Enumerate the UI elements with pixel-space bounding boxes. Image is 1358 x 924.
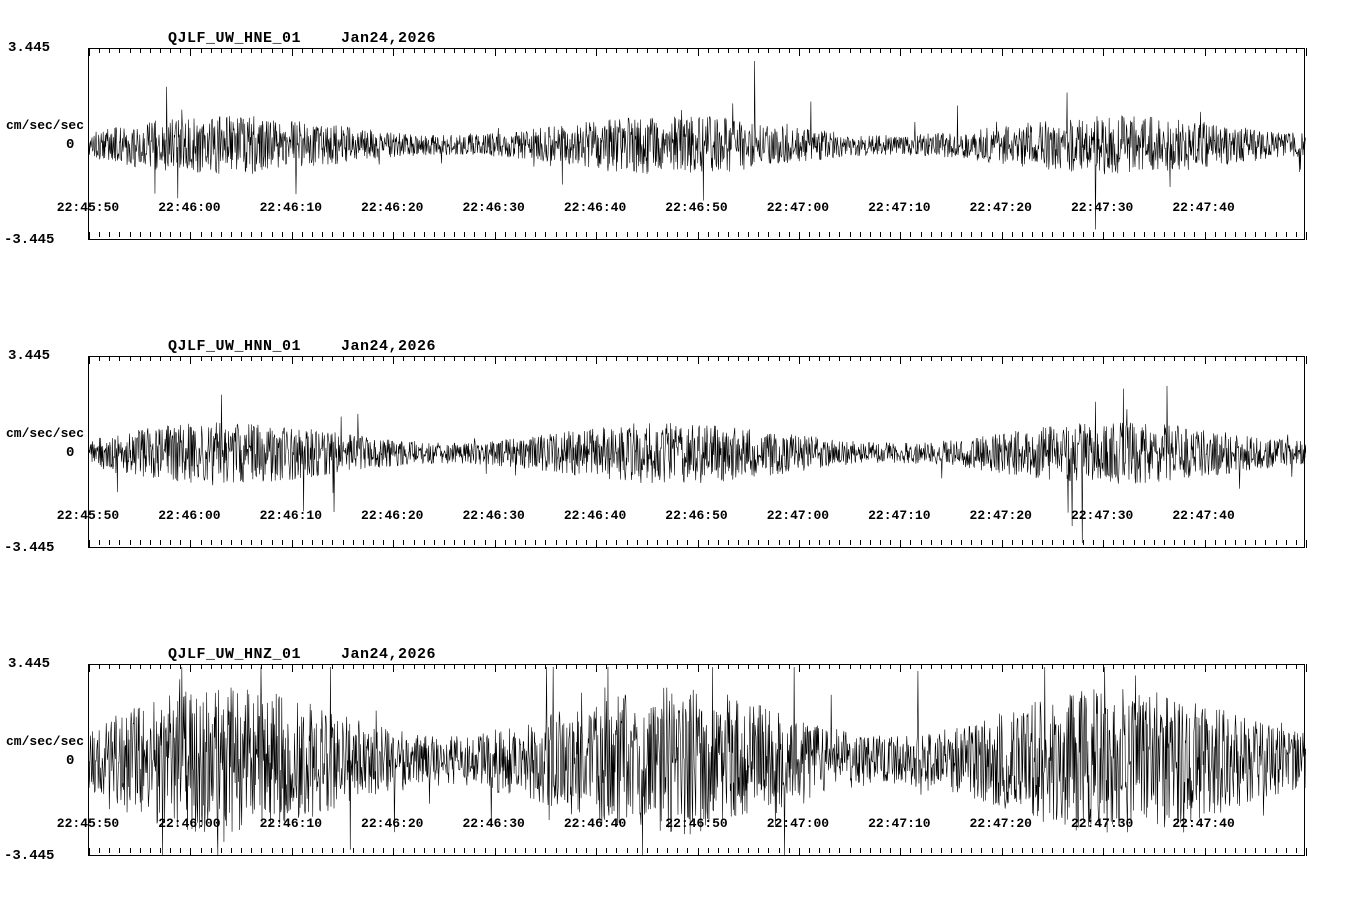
tick-mark xyxy=(1306,48,1307,56)
x-axis-tick-label-3-11: 22:47:40 xyxy=(1172,816,1234,831)
x-axis-tick-label-1-10: 22:47:30 xyxy=(1071,200,1133,215)
y-axis-unit-label-1: cm/sec/sec xyxy=(6,118,84,133)
tick-mark xyxy=(1306,664,1307,672)
x-axis-tick-label-3-7: 22:47:00 xyxy=(767,816,829,831)
station-code-1: QJLF_UW_HNE_01 xyxy=(168,30,301,47)
y-axis-zero-3: 0 xyxy=(66,753,74,769)
x-axis-tick-label-1-7: 22:47:00 xyxy=(767,200,829,215)
x-axis-tick-label-2-9: 22:47:20 xyxy=(970,508,1032,523)
y-axis-min-1: -3.445 xyxy=(4,232,54,248)
x-axis-labels-1: 22:45:50 22:46:00 22:46:10 22:46:20 22:46:30… xyxy=(88,200,1305,220)
y-axis-max-1: 3.445 xyxy=(8,40,50,56)
x-axis-labels-3: 22:45:50 22:46:00 22:46:10 22:46:20 22:46:30… xyxy=(88,816,1305,836)
y-axis-min-2: -3.445 xyxy=(4,540,54,556)
y-axis-min-3: -3.445 xyxy=(4,848,54,864)
x-axis-tick-label-3-1: 22:46:00 xyxy=(158,816,220,831)
station-code-3: QJLF_UW_HNZ_01 xyxy=(168,646,301,663)
panel-date-1: Jan24,2026 xyxy=(341,30,436,47)
x-axis-tick-label-1-0: 22:45:50 xyxy=(57,200,119,215)
y-axis-unit-label-2: cm/sec/sec xyxy=(6,426,84,441)
tick-mark xyxy=(1306,232,1307,240)
tick-mark xyxy=(1306,540,1307,548)
x-axis-tick-label-2-6: 22:46:50 xyxy=(665,508,727,523)
tick-mark xyxy=(1306,356,1307,364)
panel-title-1: QJLF_UW_HNE_01 Jan24,2026 xyxy=(168,30,436,47)
x-axis-tick-label-3-0: 22:45:50 xyxy=(57,816,119,831)
x-axis-tick-label-1-8: 22:47:10 xyxy=(868,200,930,215)
x-axis-labels-2: 22:45:50 22:46:00 22:46:10 22:46:20 22:46:30… xyxy=(88,508,1305,528)
x-axis-tick-label-1-9: 22:47:20 xyxy=(970,200,1032,215)
x-axis-tick-label-1-1: 22:46:00 xyxy=(158,200,220,215)
y-axis-max-2: 3.445 xyxy=(8,348,50,364)
x-axis-tick-label-2-2: 22:46:10 xyxy=(260,508,322,523)
x-axis-tick-label-2-7: 22:47:00 xyxy=(767,508,829,523)
x-axis-tick-label-3-9: 22:47:20 xyxy=(970,816,1032,831)
x-axis-tick-label-2-5: 22:46:40 xyxy=(564,508,626,523)
x-axis-tick-label-1-5: 22:46:40 xyxy=(564,200,626,215)
seismogram-panel-1: QJLF_UW_HNE_01 Jan24,2026 3.445 -3.445 0 cm/s… xyxy=(0,0,1358,308)
x-axis-tick-label-3-4: 22:46:30 xyxy=(462,816,524,831)
x-axis-tick-label-1-6: 22:46:50 xyxy=(665,200,727,215)
x-axis-tick-label-2-4: 22:46:30 xyxy=(462,508,524,523)
y-axis-unit-label-3: cm/sec/sec xyxy=(6,734,84,749)
x-axis-tick-label-2-11: 22:47:40 xyxy=(1172,508,1234,523)
x-axis-tick-label-3-10: 22:47:30 xyxy=(1071,816,1133,831)
seismogram-panel-2: QJLF_UW_HNN_01 Jan24,2026 3.445 -3.445 0 cm/s… xyxy=(0,308,1358,616)
x-axis-tick-label-2-0: 22:45:50 xyxy=(57,508,119,523)
tick-mark xyxy=(1306,848,1307,856)
x-axis-tick-label-3-6: 22:46:50 xyxy=(665,816,727,831)
x-axis-tick-label-1-2: 22:46:10 xyxy=(260,200,322,215)
x-axis-tick-label-3-3: 22:46:20 xyxy=(361,816,423,831)
station-code-2: QJLF_UW_HNN_01 xyxy=(168,338,301,355)
panel-date-3: Jan24,2026 xyxy=(341,646,436,663)
y-axis-max-3: 3.445 xyxy=(8,656,50,672)
x-axis-tick-label-1-11: 22:47:40 xyxy=(1172,200,1234,215)
x-axis-tick-label-1-3: 22:46:20 xyxy=(361,200,423,215)
panel-title-2: QJLF_UW_HNN_01 Jan24,2026 xyxy=(168,338,436,355)
x-axis-tick-label-3-2: 22:46:10 xyxy=(260,816,322,831)
y-axis-zero-1: 0 xyxy=(66,137,74,153)
panel-title-3: QJLF_UW_HNZ_01 Jan24,2026 xyxy=(168,646,436,663)
x-axis-tick-label-1-4: 22:46:30 xyxy=(462,200,524,215)
x-axis-tick-label-2-3: 22:46:20 xyxy=(361,508,423,523)
x-axis-tick-label-3-5: 22:46:40 xyxy=(564,816,626,831)
x-axis-tick-label-2-10: 22:47:30 xyxy=(1071,508,1133,523)
panel-date-2: Jan24,2026 xyxy=(341,338,436,355)
seismogram-page: QJLF_UW_HNE_01 Jan24,2026 3.445 -3.445 0 cm/s… xyxy=(0,0,1358,924)
x-axis-tick-label-2-1: 22:46:00 xyxy=(158,508,220,523)
y-axis-zero-2: 0 xyxy=(66,445,74,461)
x-axis-tick-label-3-8: 22:47:10 xyxy=(868,816,930,831)
x-axis-tick-label-2-8: 22:47:10 xyxy=(868,508,930,523)
seismogram-panel-3: QJLF_UW_HNZ_01 Jan24,2026 3.445 -3.445 0 cm/s… xyxy=(0,616,1358,924)
